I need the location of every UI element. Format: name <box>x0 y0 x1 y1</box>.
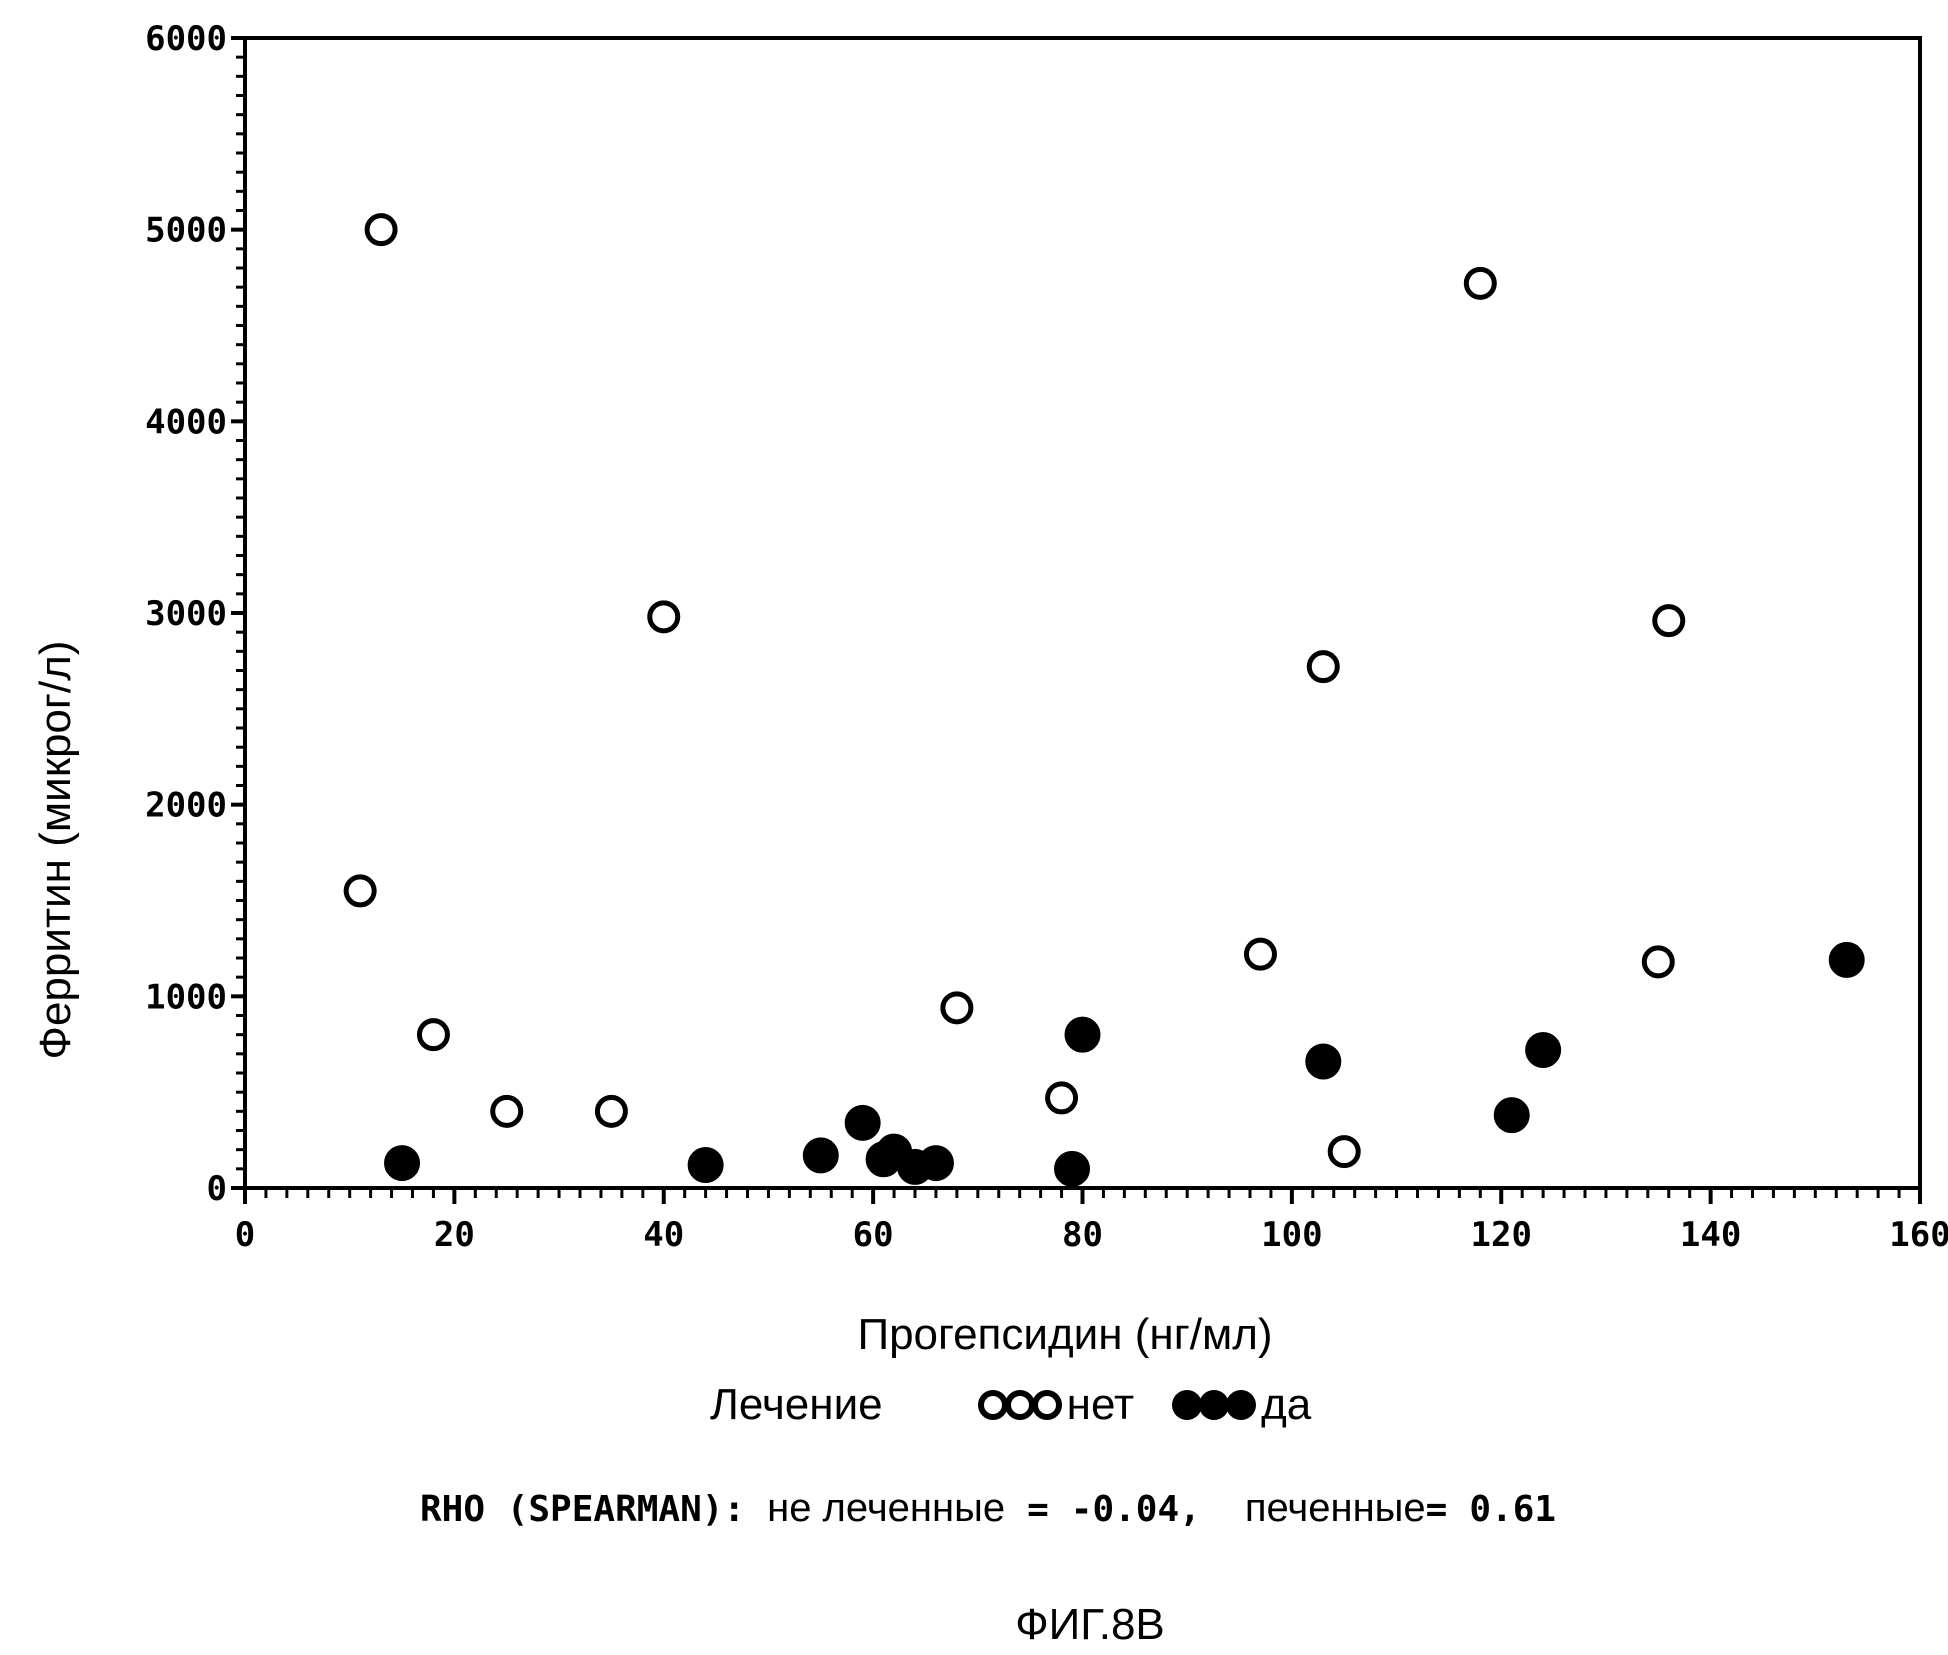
y-tick-label: 6000 <box>145 19 227 59</box>
data-point-treated <box>917 1145 954 1182</box>
y-tick-label: 2000 <box>145 786 227 826</box>
x-tick-label: 140 <box>1680 1215 1741 1255</box>
y-axis-label: Ферритин (микрог/л) <box>31 640 80 1060</box>
data-point-untreated <box>647 600 681 634</box>
figure-caption: ФИГ.8В <box>1015 1600 1165 1649</box>
data-point-treated <box>687 1147 724 1183</box>
x-axis: 0 20 40 60 80 100 120 140 160 <box>235 1188 1948 1255</box>
x-tick-label: 40 <box>643 1215 684 1255</box>
data-point-treated <box>1064 1016 1101 1053</box>
untreated-rho: -0.04, <box>1070 1489 1201 1530</box>
data-point-treated <box>844 1104 881 1141</box>
data-point-untreated <box>1463 266 1497 300</box>
x-axis-label: Прогепсидин (нг/мл) <box>857 1310 1273 1359</box>
filled-circle-legend-icon <box>1172 1390 1257 1420</box>
data-point-untreated <box>940 991 974 1025</box>
y-tick-label: 0 <box>207 1169 227 1209</box>
open-circle-legend-icon <box>977 1390 1062 1420</box>
legend: Лечение нет да <box>710 1380 1311 1430</box>
treated-label: печенные <box>1244 1486 1426 1530</box>
x-tick-label: 0 <box>235 1215 255 1255</box>
data-point-untreated <box>1641 945 1675 979</box>
data-point-untreated <box>343 874 377 908</box>
y-tick-label: 5000 <box>145 211 227 251</box>
untreated-label: не леченные <box>767 1486 1006 1530</box>
x-tick-label: 160 <box>1889 1215 1948 1255</box>
legend-entry-treated: да <box>1261 1380 1312 1429</box>
treated-rho: 0.61 <box>1469 1489 1557 1530</box>
x-tick-label: 100 <box>1261 1215 1322 1255</box>
data-point-untreated <box>1045 1081 1079 1115</box>
y-tick-label: 4000 <box>145 402 227 442</box>
data-point-treated <box>1525 1032 1562 1068</box>
x-tick-label: 20 <box>434 1215 475 1255</box>
data-point-untreated <box>364 213 398 247</box>
data-point-untreated <box>490 1094 524 1128</box>
spearman-prefix: RHO (SPEARMAN): <box>420 1489 746 1530</box>
data-point-treated <box>1828 941 1865 978</box>
y-tick-label: 3000 <box>145 594 227 634</box>
x-tick-label: 80 <box>1062 1215 1103 1255</box>
spearman-annotation: RHO (SPEARMAN): не леченные = -0.04, печ… <box>420 1486 1557 1530</box>
legend-title: Лечение <box>710 1380 883 1429</box>
x-tick-label: 60 <box>853 1215 894 1255</box>
data-point-untreated <box>1327 1135 1361 1169</box>
data-point-untreated <box>1243 937 1277 971</box>
y-axis: 0 1000 2000 3000 4000 5000 6000 <box>145 19 245 1209</box>
data-point-treated <box>1305 1043 1342 1080</box>
data-point-untreated <box>1652 604 1686 638</box>
data-point-treated <box>1054 1150 1091 1187</box>
x-tick-label: 120 <box>1471 1215 1532 1255</box>
legend-entry-untreated: нет <box>1066 1380 1135 1429</box>
data-point-untreated <box>1306 650 1340 684</box>
data-point-treated <box>1493 1097 1530 1134</box>
data-points <box>343 213 1865 1187</box>
y-tick-label: 1000 <box>145 977 227 1017</box>
data-point-treated <box>802 1137 839 1174</box>
data-point-treated <box>384 1145 421 1182</box>
data-point-untreated <box>416 1018 450 1052</box>
data-point-untreated <box>594 1094 628 1128</box>
